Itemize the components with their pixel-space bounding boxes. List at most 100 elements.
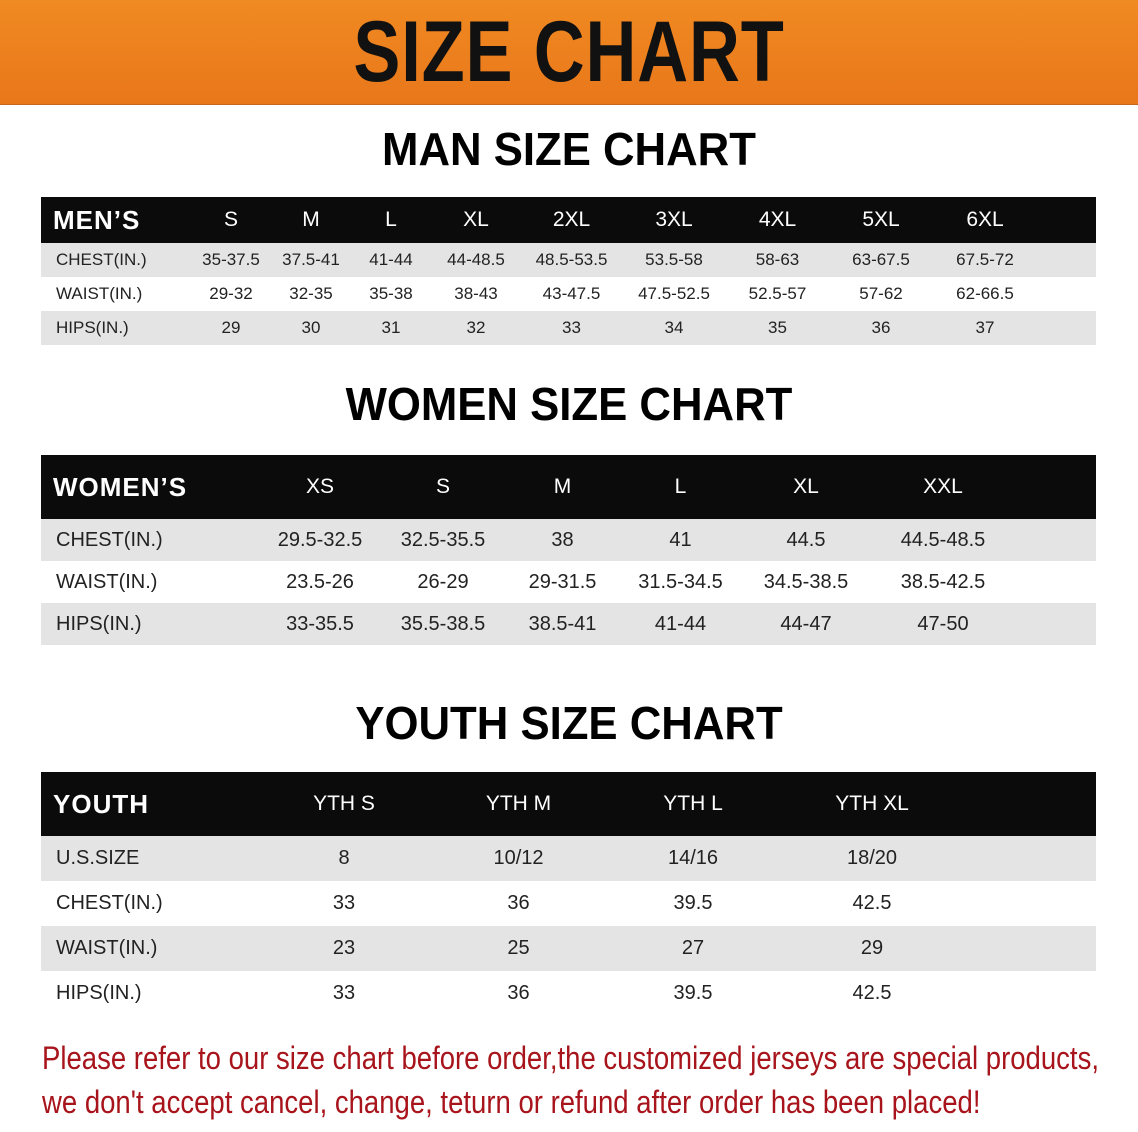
notice-line-2: we don't accept cancel, change, teturn o… xyxy=(42,1084,981,1120)
size-header: 4XL xyxy=(726,197,829,243)
measurement-value: 27 xyxy=(606,926,780,971)
measurement-value: 57-62 xyxy=(859,284,903,303)
row-filler xyxy=(1037,277,1096,311)
notice-line-1: Please refer to our size chart before or… xyxy=(42,1040,1099,1076)
measurement-value: 31 xyxy=(351,311,431,345)
youth-header-row: YOUTH YTH S YTH M YTH L YTH XL xyxy=(41,772,1096,836)
men-size-table: MEN’S S M L XL 2XL 3XL 4XL 5XL 6XL CHEST(IN.) 35-37… xyxy=(41,197,1096,345)
measurement-value: 44-48.5 xyxy=(431,243,521,277)
measurement-value: 37 xyxy=(933,311,1037,345)
table-row: CHEST(IN.) 35-37.5 37.5-41 41-44 44-48.5 48.5… xyxy=(41,243,1096,277)
size-header: L xyxy=(351,197,431,243)
size-header: XS xyxy=(258,455,382,519)
measurement-value: 34.5-38.5 xyxy=(763,570,849,593)
youth-section-title: YOUTH SIZE CHART xyxy=(355,697,783,749)
header-filler xyxy=(1014,455,1096,519)
table-row: HIPS(IN.) 33 36 39.5 42.5 xyxy=(41,971,1096,1016)
measurement-value: 29-31.5 xyxy=(528,570,597,593)
measurement-value: 42.5 xyxy=(852,892,892,914)
measurement-value: 47.5-52.5 xyxy=(638,284,710,303)
men-section-title: MAN SIZE CHART xyxy=(382,123,756,175)
measurement-value: 10/12 xyxy=(431,836,606,881)
measurement-value: 44.5 xyxy=(740,519,872,561)
table-row: WAIST(IN.) 29-32 32-35 35-38 38-43 43-47.5 47.… xyxy=(41,277,1096,311)
size-header: S xyxy=(382,455,504,519)
measurement-value: 23 xyxy=(257,926,431,971)
measurement-value: 29-32 xyxy=(209,284,253,303)
measurement-label: CHEST(IN.) xyxy=(41,519,258,561)
row-filler xyxy=(964,881,1096,926)
row-filler xyxy=(964,836,1096,881)
measurement-value: 38 xyxy=(504,519,621,561)
measurement-value: 32 xyxy=(431,311,521,345)
measurement-value: 25 xyxy=(431,926,606,971)
men-header-row: MEN’S S M L XL 2XL 3XL 4XL 5XL 6XL xyxy=(41,197,1096,243)
measurement-value: 39.5 xyxy=(673,892,713,914)
measurement-value: 32-35 xyxy=(289,284,333,303)
measurement-value: 44-47 xyxy=(740,603,872,645)
measurement-value: 29 xyxy=(191,311,271,345)
size-header: XL xyxy=(740,455,872,519)
women-header-label: WOMEN’S xyxy=(41,455,258,519)
size-header: XL xyxy=(431,197,521,243)
measurement-value: 14/16 xyxy=(606,836,780,881)
row-filler xyxy=(1014,519,1096,561)
measurement-value: 43-47.5 xyxy=(542,284,601,303)
size-header: YTH XL xyxy=(780,772,964,836)
measurement-value: 35-37.5 xyxy=(191,243,271,277)
measurement-label: WAIST(IN.) xyxy=(56,284,143,303)
size-chart-banner: SIZE CHART xyxy=(0,0,1138,105)
size-header: XXL xyxy=(872,455,1014,519)
measurement-value: 38-43 xyxy=(454,284,498,303)
measurement-value: 30 xyxy=(271,311,351,345)
size-header: 6XL xyxy=(933,197,1037,243)
measurement-value: 33 xyxy=(332,892,356,914)
measurement-value: 36 xyxy=(507,892,530,914)
measurement-value: 44.5-48.5 xyxy=(872,519,1014,561)
measurement-value: 36 xyxy=(829,311,933,345)
measurement-value: 34 xyxy=(622,311,726,345)
table-row: WAIST(IN.) 23 25 27 29 xyxy=(41,926,1096,971)
measurement-value: 41-44 xyxy=(621,603,740,645)
size-header: M xyxy=(504,455,621,519)
table-row: CHEST(IN.) 33 36 39.5 42.5 xyxy=(41,881,1096,926)
row-filler xyxy=(1014,561,1096,603)
measurement-value: 47-50 xyxy=(872,603,1014,645)
measurement-value: 52.5-57 xyxy=(748,284,807,303)
measurement-label: HIPS(IN.) xyxy=(41,311,191,345)
measurement-label: WAIST(IN.) xyxy=(41,926,257,971)
measurement-value: 18/20 xyxy=(780,836,964,881)
measurement-value: 39.5 xyxy=(673,982,713,1004)
measurement-value: 48.5-53.5 xyxy=(521,243,622,277)
measurement-value: 41 xyxy=(621,519,740,561)
measurement-label: CHEST(IN.) xyxy=(41,243,191,277)
women-size-table: WOMEN’S XS S M L XL XXL CHEST(IN.) 29.5-32.5 32.5… xyxy=(41,455,1096,645)
measurement-value: 29.5-32.5 xyxy=(258,519,382,561)
size-header: 5XL xyxy=(829,197,933,243)
table-row: CHEST(IN.) 29.5-32.5 32.5-35.5 38 41 44.5 44.5… xyxy=(41,519,1096,561)
measurement-value: 63-67.5 xyxy=(829,243,933,277)
youth-header-label: YOUTH xyxy=(41,772,257,836)
table-row: HIPS(IN.) 33-35.5 35.5-38.5 38.5-41 41-44 44-… xyxy=(41,603,1096,645)
measurement-value: 35.5-38.5 xyxy=(382,603,504,645)
measurement-value: 37.5-41 xyxy=(271,243,351,277)
measurement-value: 36 xyxy=(507,982,530,1004)
men-header-label: MEN’S xyxy=(41,197,191,243)
row-filler xyxy=(1037,243,1096,277)
table-row: U.S.SIZE 8 10/12 14/16 18/20 xyxy=(41,836,1096,881)
measurement-value: 32.5-35.5 xyxy=(382,519,504,561)
measurement-value: 41-44 xyxy=(351,243,431,277)
women-section-title: WOMEN SIZE CHART xyxy=(345,378,793,430)
measurement-value: 67.5-72 xyxy=(933,243,1037,277)
measurement-value: 53.5-58 xyxy=(622,243,726,277)
measurement-value: 35 xyxy=(726,311,829,345)
size-header: YTH M xyxy=(431,772,606,836)
header-filler xyxy=(964,772,1096,836)
measurement-value: 38.5-42.5 xyxy=(900,570,986,593)
banner-title: SIZE CHART xyxy=(353,3,785,100)
size-header: L xyxy=(621,455,740,519)
order-notice: Please refer to our size chart before or… xyxy=(42,1036,1126,1124)
measurement-value: 33 xyxy=(521,311,622,345)
measurement-value: 38.5-41 xyxy=(504,603,621,645)
measurement-value: 23.5-26 xyxy=(286,570,354,593)
